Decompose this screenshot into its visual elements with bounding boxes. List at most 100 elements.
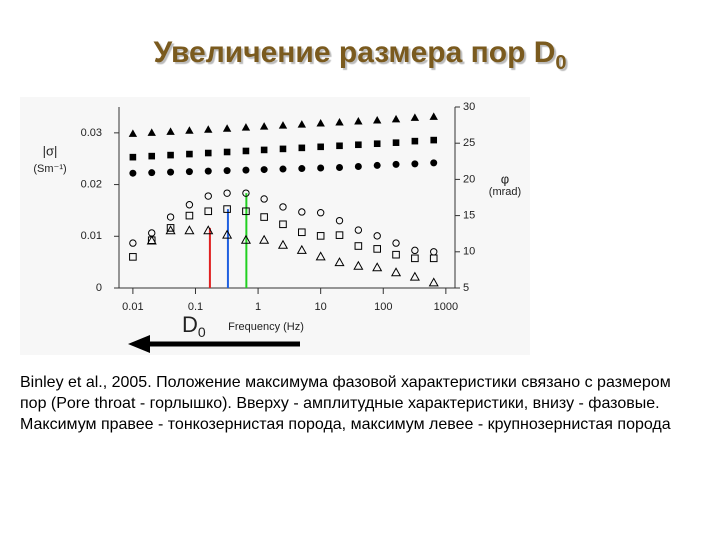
point (335, 118, 344, 126)
point (148, 169, 156, 177)
point (277, 239, 289, 249)
point (354, 162, 362, 170)
x-tick-label: 10 (315, 301, 327, 313)
point (317, 143, 324, 151)
point (222, 124, 232, 132)
point (240, 234, 251, 244)
point (129, 253, 137, 261)
point (298, 228, 306, 237)
point (278, 121, 288, 129)
point (334, 257, 345, 267)
point (428, 277, 439, 287)
y2-tick-label: 15 (463, 210, 475, 222)
y-tick-label: 0.03 (81, 127, 102, 139)
point (298, 144, 306, 152)
point (354, 226, 363, 234)
point (165, 225, 176, 235)
point (129, 153, 137, 161)
point (392, 160, 400, 168)
point (186, 150, 193, 158)
chart-background (20, 97, 530, 355)
point (185, 211, 194, 220)
x-tick-label: 0.1 (188, 301, 203, 313)
point (259, 122, 269, 130)
point (390, 267, 402, 277)
point (242, 207, 250, 216)
point (411, 137, 419, 145)
point (184, 225, 195, 235)
point (204, 125, 213, 133)
y-axis-label: |σ| (43, 143, 58, 158)
point (204, 207, 213, 216)
point (222, 229, 233, 239)
point (392, 239, 400, 247)
x-tick-label: 1000 (434, 301, 458, 313)
point (429, 254, 438, 263)
title-subscript: 0 (555, 52, 567, 74)
point (373, 161, 381, 169)
y-tick-label: 0.02 (81, 178, 102, 190)
point (204, 149, 212, 157)
point (316, 232, 325, 240)
point (203, 225, 214, 235)
point (166, 213, 175, 221)
point (296, 244, 307, 254)
point (223, 148, 231, 156)
point (336, 142, 343, 150)
point (315, 251, 326, 261)
arrow-head (128, 335, 150, 353)
point (335, 216, 344, 225)
point (392, 250, 400, 259)
x-tick-label: 1 (255, 301, 261, 313)
y2-tick-label: 5 (463, 282, 469, 294)
point (354, 116, 363, 125)
point (223, 167, 231, 175)
y2-tick-label: 25 (463, 137, 475, 149)
point (167, 168, 175, 176)
point (242, 147, 250, 155)
point (223, 189, 231, 197)
point (167, 151, 174, 159)
point (185, 126, 194, 134)
point (260, 195, 268, 203)
x-tick-label: 100 (374, 301, 392, 313)
point (279, 220, 287, 229)
point (353, 260, 364, 270)
point (148, 152, 156, 160)
slide-title: Увеличение размера пор D0 (0, 36, 720, 75)
point (316, 119, 325, 127)
point (372, 262, 383, 272)
point (430, 159, 438, 167)
point (317, 164, 325, 172)
point (129, 169, 137, 177)
x-axis-label: Frequency (Hz) (228, 321, 304, 333)
point (298, 208, 306, 216)
y2-tick-label: 20 (463, 173, 475, 185)
point (391, 114, 401, 123)
point (223, 205, 231, 213)
point (411, 160, 419, 168)
point (298, 165, 306, 173)
point (429, 112, 438, 120)
point (241, 123, 251, 131)
d0-subscript: 0 (198, 324, 206, 340)
y-axis-unit: (Sm⁻¹) (33, 163, 66, 175)
point (355, 141, 362, 149)
point (166, 127, 175, 135)
point (129, 239, 137, 247)
chart: |σ| (Sm⁻¹) φ (mrad) Frequency (Hz) D0 0.… (20, 97, 530, 355)
point (279, 203, 287, 211)
point (260, 213, 268, 221)
d0-text: D (182, 312, 198, 337)
point (166, 224, 175, 232)
point (430, 136, 438, 144)
point (373, 245, 381, 253)
point (297, 120, 307, 128)
point (354, 242, 363, 250)
y2-tick-label: 10 (463, 246, 475, 258)
point (372, 115, 382, 124)
d0-label: D0 (182, 312, 206, 340)
point (392, 139, 400, 146)
point (204, 192, 212, 200)
